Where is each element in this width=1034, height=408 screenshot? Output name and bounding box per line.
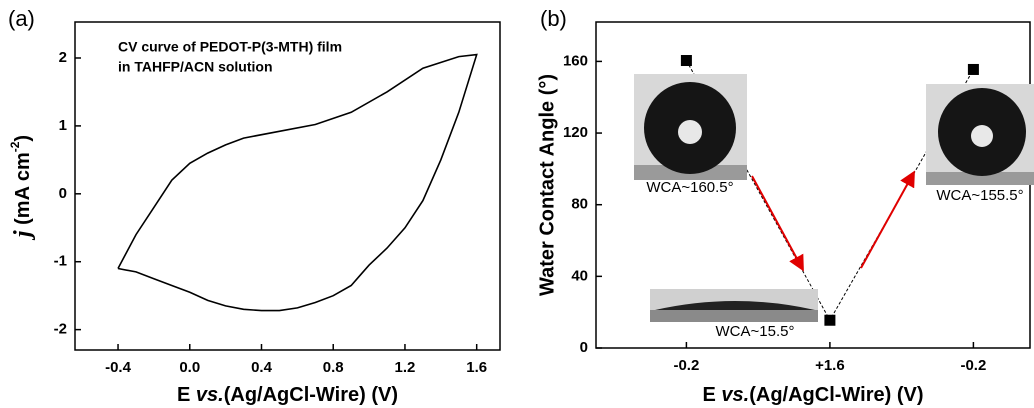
value-label: WCA~160.5° [646,179,733,196]
droplet-image [634,74,747,180]
axis-label-part: j [10,230,36,241]
plot-frame [74,21,501,351]
x-tick-label: 1.2 [395,359,416,376]
y-tick-label: 2 [59,49,67,66]
y-tick-label: 1 [59,117,67,134]
axis-label-part: ) [12,135,34,142]
arrow [860,170,915,269]
panel-label: (a) [8,6,35,31]
y-tick-label: -2 [54,321,67,338]
y-tick-label: 0 [59,185,67,202]
droplet-image [650,289,818,322]
axis-label-part: (Ag/AgCl-Wire) (V) [224,384,398,406]
axis-label: Water Contact Angle (°) [536,74,558,296]
axis-label: E vs.(Ag/AgCl-Wire) (V) [703,384,924,406]
panel-b-labels: WCA~160.5° WCA~15.5° WCA~155.5° [646,179,1023,340]
x-tick-label: -0.2 [960,357,986,374]
x-tick-label: -0.4 [105,359,132,376]
axis-label-part: vs. [196,384,224,406]
axis-label-part: (Ag/AgCl-Wire) (V) [749,384,923,406]
droplet-image [926,84,1034,185]
x-tick-label: 0.4 [251,359,273,376]
panel-b: 0 40 80 120 160 -0.2 +1.6 -0.2 (b) E vs.(Ag/AgCl-… [536,6,1031,406]
y-tick-label: 0 [580,339,588,356]
marker [967,63,979,75]
y-tick-label: 40 [571,267,588,284]
cv-curve [117,53,478,312]
marker [680,55,692,67]
droplet-images [634,74,1034,322]
panel-a: -2 -1 0 1 2 -0.4 0.0 0.4 0.8 1.2 1.6 CV curve of PE… [8,6,501,406]
annotation: in TAHFP/ACN solution [118,59,273,75]
axis-label-part: (mA cm [12,152,34,230]
axis-label-part: E [703,384,722,406]
marker [824,314,836,326]
axis-label: j (mA cm-2) [8,135,35,241]
annotation: CV curve of PEDOT-P(3-MTH) film [118,39,342,55]
panel-label: (b) [540,6,567,31]
y-tick-label: 120 [563,124,588,141]
x-tick-label: 0.0 [179,359,200,376]
value-label: WCA~15.5° [716,323,795,340]
x-tick-label: 1.6 [466,359,487,376]
x-tick-label: 0.8 [323,359,344,376]
x-tick-label: +1.6 [815,357,845,374]
y-tick-label: -1 [54,253,67,270]
value-label: WCA~155.5° [936,187,1023,204]
axis-label-part: vs. [721,384,749,406]
x-tick-label: -0.2 [673,357,699,374]
arrow [751,175,804,272]
axis-label: E vs.(Ag/AgCl-Wire) (V) [177,384,398,406]
axis-label-part: -2 [8,141,22,152]
y-tick-label: 160 [563,52,588,69]
y-tick-label: 80 [571,196,588,213]
axis-label-part: E [177,384,196,406]
